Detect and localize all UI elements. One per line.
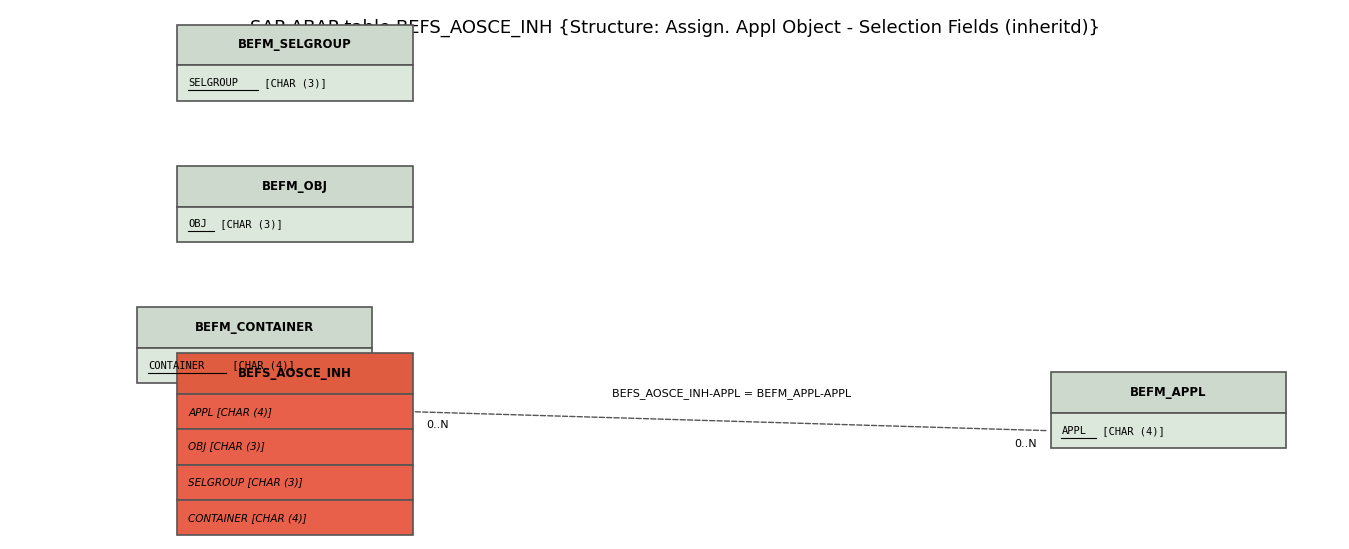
Text: SELGROUP [CHAR (3)]: SELGROUP [CHAR (3)] [188,478,302,488]
Text: [CHAR (4)]: [CHAR (4)] [227,361,295,371]
FancyBboxPatch shape [178,429,413,464]
Text: [CHAR (3)]: [CHAR (3)] [214,219,283,229]
Text: BEFM_CONTAINER: BEFM_CONTAINER [196,321,314,334]
Text: BEFM_APPL: BEFM_APPL [1130,386,1206,399]
FancyBboxPatch shape [178,65,413,100]
Text: [CHAR (4)]: [CHAR (4)] [1097,425,1166,436]
FancyBboxPatch shape [178,394,413,429]
Text: APPL: APPL [1062,425,1086,436]
Text: 0..N: 0..N [426,421,449,430]
Text: APPL [CHAR (4)]: APPL [CHAR (4)] [188,407,272,417]
FancyBboxPatch shape [178,464,413,500]
FancyBboxPatch shape [178,166,413,206]
FancyBboxPatch shape [138,348,372,383]
Text: BEFS_AOSCE_INH-APPL = BEFM_APPL-APPL: BEFS_AOSCE_INH-APPL = BEFM_APPL-APPL [612,389,851,400]
FancyBboxPatch shape [178,500,413,535]
Text: [CHAR (3)]: [CHAR (3)] [258,78,326,88]
Text: CONTAINER: CONTAINER [148,361,204,371]
FancyBboxPatch shape [138,307,372,348]
FancyBboxPatch shape [178,206,413,242]
Text: OBJ: OBJ [188,219,206,229]
Text: BEFS_AOSCE_INH: BEFS_AOSCE_INH [237,367,352,380]
Text: BEFM_OBJ: BEFM_OBJ [262,180,328,193]
FancyBboxPatch shape [1051,413,1286,449]
Text: SELGROUP: SELGROUP [188,78,239,88]
Text: OBJ [CHAR (3)]: OBJ [CHAR (3)] [188,442,264,452]
FancyBboxPatch shape [1051,372,1286,413]
Text: CONTAINER [CHAR (4)]: CONTAINER [CHAR (4)] [188,513,306,523]
FancyBboxPatch shape [178,25,413,65]
Text: SAP ABAP table BEFS_AOSCE_INH {Structure: Assign. Appl Object - Selection Fields: SAP ABAP table BEFS_AOSCE_INH {Structure… [250,19,1099,37]
FancyBboxPatch shape [178,354,413,394]
Text: 0..N: 0..N [1014,439,1037,449]
Text: BEFM_SELGROUP: BEFM_SELGROUP [239,38,352,52]
